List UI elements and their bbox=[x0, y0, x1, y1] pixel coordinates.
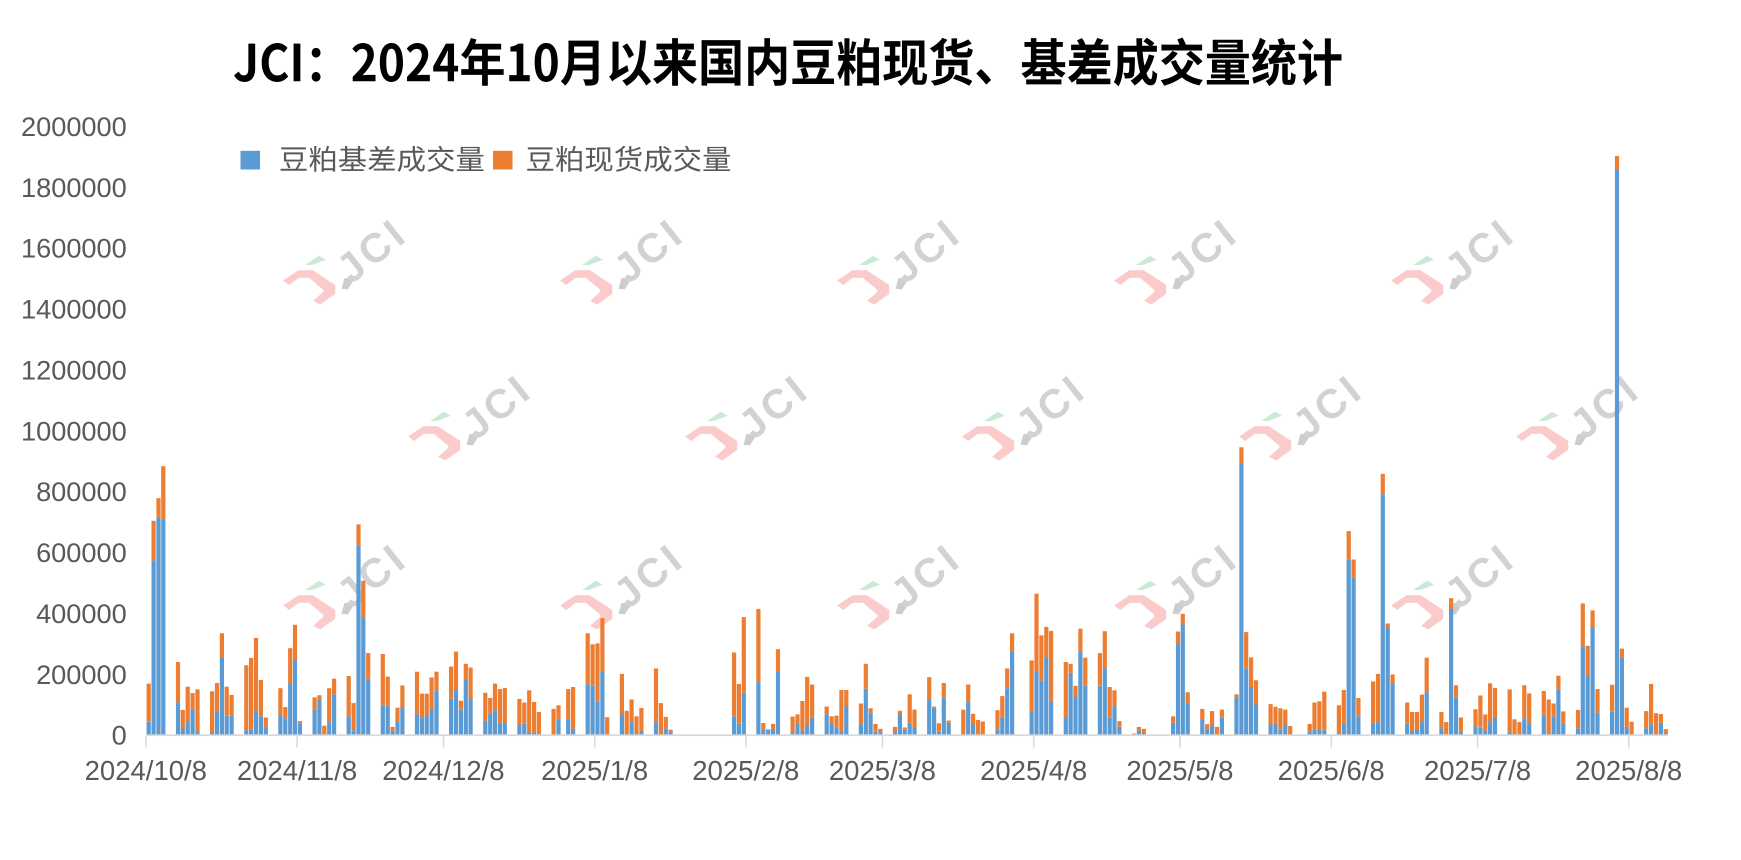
svg-text:2025/6/8: 2025/6/8 bbox=[1278, 755, 1385, 786]
svg-text:400000: 400000 bbox=[36, 598, 127, 629]
svg-text:1800000: 1800000 bbox=[21, 172, 127, 203]
svg-text:1000000: 1000000 bbox=[21, 415, 127, 446]
svg-text:0: 0 bbox=[112, 720, 127, 751]
svg-text:1600000: 1600000 bbox=[21, 233, 127, 264]
svg-text:2025/8/8: 2025/8/8 bbox=[1575, 755, 1682, 786]
svg-text:2025/3/8: 2025/3/8 bbox=[829, 755, 936, 786]
svg-text:2025/1/8: 2025/1/8 bbox=[541, 755, 648, 786]
svg-text:600000: 600000 bbox=[36, 537, 127, 568]
svg-text:2025/2/8: 2025/2/8 bbox=[692, 755, 799, 786]
svg-text:2025/7/8: 2025/7/8 bbox=[1424, 755, 1531, 786]
svg-text:1200000: 1200000 bbox=[21, 354, 127, 385]
svg-text:2024/10/8: 2024/10/8 bbox=[85, 755, 207, 786]
svg-text:1400000: 1400000 bbox=[21, 294, 127, 325]
svg-text:2000000: 2000000 bbox=[21, 111, 127, 142]
svg-text:800000: 800000 bbox=[36, 476, 127, 507]
svg-text:2025/5/8: 2025/5/8 bbox=[1126, 755, 1233, 786]
svg-text:2024/11/8: 2024/11/8 bbox=[237, 755, 357, 786]
svg-text:200000: 200000 bbox=[36, 659, 127, 690]
svg-text:2024/12/8: 2024/12/8 bbox=[382, 755, 504, 786]
svg-text:2025/4/8: 2025/4/8 bbox=[980, 755, 1087, 786]
